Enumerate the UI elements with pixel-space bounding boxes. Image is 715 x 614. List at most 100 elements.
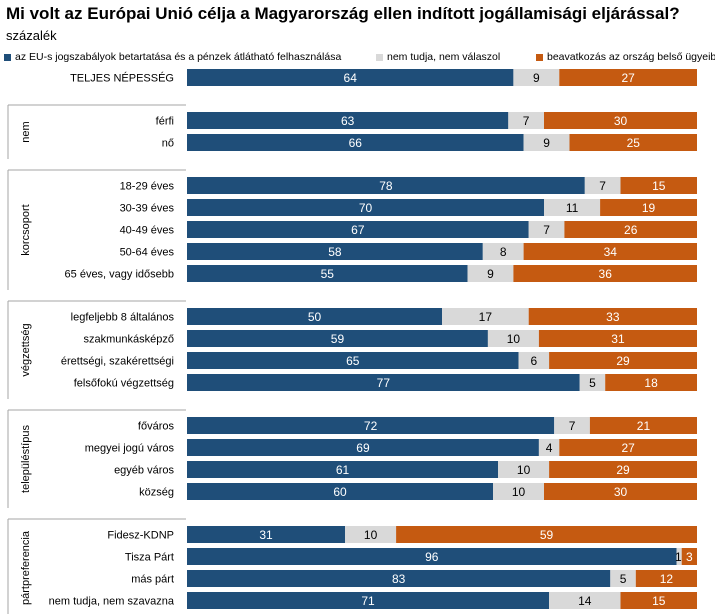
- data-label: 58: [328, 245, 342, 259]
- legend-label: beavatkozás az ország belső ügyeibe: [547, 51, 715, 63]
- bar-segment: [554, 417, 590, 434]
- bar-segment: [584, 177, 621, 194]
- data-label: 5: [589, 376, 596, 390]
- data-label: 15: [652, 179, 666, 193]
- data-label: 18: [644, 376, 658, 390]
- data-label: 30: [614, 485, 628, 499]
- data-label: 72: [364, 419, 378, 433]
- row-label: érettségi, szakérettségi: [61, 356, 174, 368]
- bar-segment: [187, 199, 544, 216]
- data-label: 61: [336, 463, 350, 477]
- data-label: 50: [308, 310, 322, 324]
- data-label: 29: [616, 354, 630, 368]
- data-label: 10: [517, 463, 531, 477]
- bar-segment: [620, 592, 697, 609]
- data-label: 34: [604, 245, 618, 259]
- bar-segment: [187, 352, 519, 369]
- row-label: TELJES NÉPESSÉG: [70, 72, 174, 85]
- bar-segment: [187, 439, 539, 456]
- data-label: 7: [569, 419, 576, 433]
- bar-segment: [544, 112, 697, 129]
- legend-swatch: [4, 53, 11, 61]
- bar-segment: [513, 265, 697, 282]
- data-label: 55: [321, 267, 335, 281]
- data-label: 9: [543, 136, 550, 150]
- row-label: 50-64 éves: [120, 247, 175, 259]
- chart-subtitle: százalék: [6, 28, 57, 43]
- bar-segment: [518, 352, 550, 369]
- data-label: 96: [425, 550, 439, 564]
- data-label: 31: [611, 332, 625, 346]
- group-label: településtípus: [20, 425, 32, 493]
- bar-segment: [569, 134, 697, 151]
- row-label: legfeljebb 8 általános: [71, 312, 175, 324]
- bar-segment: [620, 177, 697, 194]
- group-label: nem: [20, 121, 32, 142]
- data-label: 29: [616, 463, 630, 477]
- legend-item: az EU-s jogszabályok betartatása és a pé…: [4, 51, 341, 63]
- data-label: 83: [392, 572, 406, 586]
- bar-segment: [187, 374, 580, 391]
- bar-segment: [681, 548, 697, 565]
- legend-item: beavatkozás az ország belső ügyeibe: [536, 51, 715, 63]
- data-label: 63: [341, 114, 355, 128]
- bar-segment: [187, 570, 611, 587]
- bar-segment: [528, 221, 565, 238]
- row-label: Fidesz-KDNP: [107, 530, 174, 542]
- data-label: 59: [331, 332, 345, 346]
- bar-segment: [610, 570, 636, 587]
- data-label: 60: [333, 485, 347, 499]
- bar-segment: [635, 570, 697, 587]
- bar-segment: [187, 243, 483, 260]
- bar-segment: [508, 112, 544, 129]
- group-label: végzettség: [20, 323, 32, 376]
- row-label: nem tudja, nem szavazna: [49, 596, 175, 608]
- data-label: 10: [507, 332, 521, 346]
- bar-segment: [605, 374, 697, 391]
- row-label: egyéb város: [114, 465, 174, 477]
- data-label: 25: [627, 136, 641, 150]
- chart-title: Mi volt az Európai Unió célja a Magyaror…: [6, 4, 680, 23]
- bar-segment: [549, 352, 697, 369]
- data-label: 9: [487, 267, 494, 281]
- data-label: 14: [578, 594, 592, 608]
- data-label: 7: [523, 114, 530, 128]
- bar-segment: [549, 461, 697, 478]
- bar-segment: [467, 265, 514, 282]
- data-label: 70: [359, 201, 373, 215]
- group-label: pártpreferencia: [20, 530, 32, 605]
- bar-segment: [676, 548, 682, 565]
- data-label: 10: [512, 485, 526, 499]
- bar-segment: [528, 308, 697, 325]
- data-label: 7: [599, 179, 606, 193]
- legend-item: nem tudja, nem válaszol: [376, 51, 500, 63]
- row-label: Tisza Párt: [125, 552, 174, 564]
- bar-segment: [589, 417, 697, 434]
- bar-segment: [187, 483, 493, 500]
- data-label: 19: [642, 201, 656, 215]
- data-label: 10: [364, 528, 378, 542]
- data-label: 9: [533, 71, 540, 85]
- data-label: 77: [377, 376, 391, 390]
- bar-segment: [187, 221, 529, 238]
- data-label: 4: [546, 441, 553, 455]
- data-label: 1: [675, 550, 682, 564]
- bar-segment: [187, 134, 524, 151]
- legend-swatch: [536, 53, 543, 61]
- bar-segment: [187, 69, 514, 86]
- row-label: nő: [162, 138, 174, 150]
- data-label: 17: [479, 310, 493, 324]
- data-label: 27: [621, 71, 635, 85]
- data-label: 65: [346, 354, 360, 368]
- data-label: 69: [356, 441, 370, 455]
- row-label: férfi: [156, 116, 174, 128]
- row-label: 40-49 éves: [120, 225, 175, 237]
- row-label: 30-39 éves: [120, 203, 175, 215]
- bar-segment: [523, 243, 697, 260]
- bar-segment: [544, 199, 601, 216]
- data-label: 64: [344, 71, 358, 85]
- bar-segment: [187, 308, 442, 325]
- data-label: 33: [606, 310, 620, 324]
- bar-segment: [187, 548, 677, 565]
